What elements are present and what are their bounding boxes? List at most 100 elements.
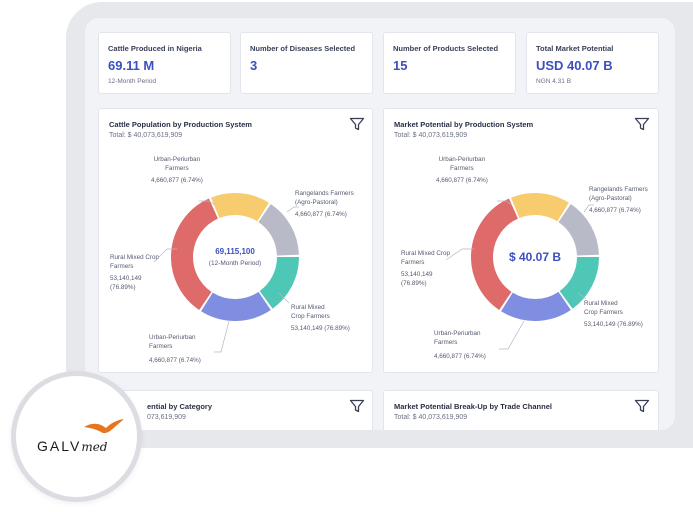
segment-rural-left <box>471 198 519 311</box>
label-line: Urban-Periurban <box>153 156 201 163</box>
filter-button[interactable] <box>349 399 365 413</box>
segment-label-rural-right: Rural Mixed Crop Farmers 53,140,149 (76.… <box>584 299 643 329</box>
label-line: Rural Mixed Crop <box>401 250 450 257</box>
filter-button[interactable] <box>349 117 365 131</box>
label-line: 53,140,149 (76.89%) <box>584 321 643 329</box>
segment-label-urban-bottom: Urban-Periurban Farmers 4,660,877 (6.74%… <box>434 329 486 361</box>
label-line: 4,660,877 (6.74%) <box>436 177 488 185</box>
label-line: (Agro-Pastoral) <box>295 199 338 207</box>
kpi-label: Number of Products Selected <box>393 44 499 53</box>
label-line: 53,140,149 <box>110 275 142 283</box>
label-line: (Agro-Pastoral) <box>589 195 632 203</box>
kpi-value: USD 40.07 B <box>536 58 613 73</box>
label-line: Urban-Periurban <box>149 334 196 341</box>
filter-funnel-icon <box>349 399 365 413</box>
segment-urban-bottom <box>501 291 571 321</box>
logo-brand: GALV <box>37 438 82 454</box>
panel-title: Market Potential Break-Up by Trade Chann… <box>394 402 552 411</box>
label-line: 4,660,877 (6.74%) <box>434 353 486 361</box>
panel-trade-channel: Market Potential Break-Up by Trade Chann… <box>383 390 659 430</box>
panel-title: Market Potential by Production System <box>394 120 534 129</box>
leader-lines <box>445 200 594 350</box>
filter-button[interactable] <box>634 117 650 131</box>
bird-icon <box>84 419 124 434</box>
label-line: Rangelands Farmers <box>295 190 354 197</box>
label-line: Rural Mixed <box>291 304 325 311</box>
panel-market-potential: Market Potential by Production System To… <box>383 108 659 373</box>
panel-category: ential by Category 073,619,909 <box>98 390 373 430</box>
donut-segments <box>171 193 299 321</box>
label-line: 4,660,877 (6.74%) <box>589 207 641 215</box>
donut-center-subtext: (12-Month Period) <box>208 260 262 267</box>
donut-chart-cattle <box>171 193 299 321</box>
kpi-subtext: NGN 4.31 B <box>536 78 572 85</box>
label-line: Farmers <box>110 263 134 271</box>
kpi-value: 15 <box>393 58 408 73</box>
segment-label-urban-bottom: Urban-Periurban Farmers 4,660,877 (6.74%… <box>149 333 201 365</box>
segment-label-rural-left: Rural Mixed Crop Farmers 53,140,149 (76.… <box>110 253 159 293</box>
kpi-card-cattle-produced: Cattle Produced in Nigeria 69.11 M 12-Mo… <box>98 32 231 94</box>
segment-label-rural-left: Rural Mixed Crop Farmers 53,140,149 (76.… <box>401 249 450 289</box>
segment-urban-top <box>511 193 569 222</box>
label-line: Farmers <box>450 165 474 173</box>
filter-funnel-icon <box>349 117 365 131</box>
panel-title: ential by Category <box>147 402 213 411</box>
galvmed-logo-badge: GALVmed <box>11 371 142 502</box>
segment-label-urban-top: Urban-Periurban Farmers 4,660,877 (6.74%… <box>436 155 488 185</box>
kpi-label: Total Market Potential <box>536 44 614 53</box>
label-line: 4,660,877 (6.74%) <box>149 357 201 365</box>
filter-funnel-icon <box>634 117 650 131</box>
donut-center-value: $ 40.07 B <box>508 250 562 264</box>
kpi-label: Number of Diseases Selected <box>250 44 356 53</box>
segment-rural-left <box>171 198 219 311</box>
filter-funnel-icon <box>634 399 650 413</box>
panel-total: 073,619,909 <box>147 414 186 421</box>
segment-urban-top <box>211 193 269 222</box>
panel-title: Cattle Population by Production System <box>109 120 252 129</box>
label-line: Farmers <box>165 165 189 173</box>
segment-rural-right <box>259 256 299 309</box>
label-line: 4,660,877 (6.74%) <box>151 177 203 185</box>
segment-label-rural-right: Rural Mixed Crop Farmers 53,140,149 (76.… <box>291 303 350 333</box>
label-line: Rural Mixed Crop <box>110 254 159 261</box>
segment-rangelands <box>258 203 299 257</box>
leader-lines <box>153 200 299 353</box>
label-line: Farmers <box>434 339 458 347</box>
segment-rangelands <box>558 203 599 257</box>
panel-total: Total: $ 40,073,619,909 <box>394 132 468 139</box>
kpi-value: 69.11 M <box>108 58 155 73</box>
panel-total: Total: $ 40,073,619,909 <box>109 132 183 139</box>
segment-label-urban-top: Urban-Periurban Farmers 4,660,877 (6.74%… <box>151 155 203 185</box>
kpi-card-market-potential: Total Market Potential USD 40.07 B NGN 4… <box>526 32 659 94</box>
label-line: 4,660,877 (6.74%) <box>295 211 347 219</box>
dashboard-screen: Cattle Produced in Nigeria 69.11 M 12-Mo… <box>85 18 675 430</box>
panel-total: Total: $ 40,073,619,909 <box>394 414 468 421</box>
segment-urban-bottom <box>201 291 271 321</box>
label-line: Crop Farmers <box>584 309 623 317</box>
label-line: 53,140,149 <box>401 271 433 279</box>
panel-cattle-population: Cattle Population by Production System T… <box>98 108 373 373</box>
kpi-card-products: Number of Products Selected 15 <box>383 32 516 94</box>
label-line: Rangelands Farmers <box>589 186 648 193</box>
segment-label-rangelands: Rangelands Farmers (Agro-Pastoral) 4,660… <box>589 185 648 215</box>
label-line: (76.89%) <box>110 284 136 292</box>
label-line: Rural Mixed <box>584 300 618 307</box>
donut-center-value: 69,115,100 <box>215 247 255 256</box>
donut-segments <box>471 193 599 321</box>
label-line: Farmers <box>149 343 173 351</box>
label-line: Farmers <box>401 259 425 267</box>
kpi-subtext: 12-Month Period <box>108 78 157 85</box>
label-line: Urban-Periurban <box>434 330 481 337</box>
segment-label-rangelands: Rangelands Farmers (Agro-Pastoral) 4,660… <box>295 189 354 219</box>
kpi-card-diseases: Number of Diseases Selected 3 <box>240 32 373 94</box>
label-line: 53,140,149 (76.89%) <box>291 325 350 333</box>
donut-chart-market <box>471 193 599 321</box>
segment-rural-right <box>559 256 599 309</box>
filter-button[interactable] <box>634 399 650 413</box>
galvmed-logo-text: GALVmed <box>37 438 107 454</box>
kpi-label: Cattle Produced in Nigeria <box>108 44 202 53</box>
kpi-value: 3 <box>250 58 258 73</box>
label-line: Crop Farmers <box>291 313 330 321</box>
label-line: Urban-Periurban <box>438 156 486 163</box>
label-line: (76.89%) <box>401 280 427 288</box>
